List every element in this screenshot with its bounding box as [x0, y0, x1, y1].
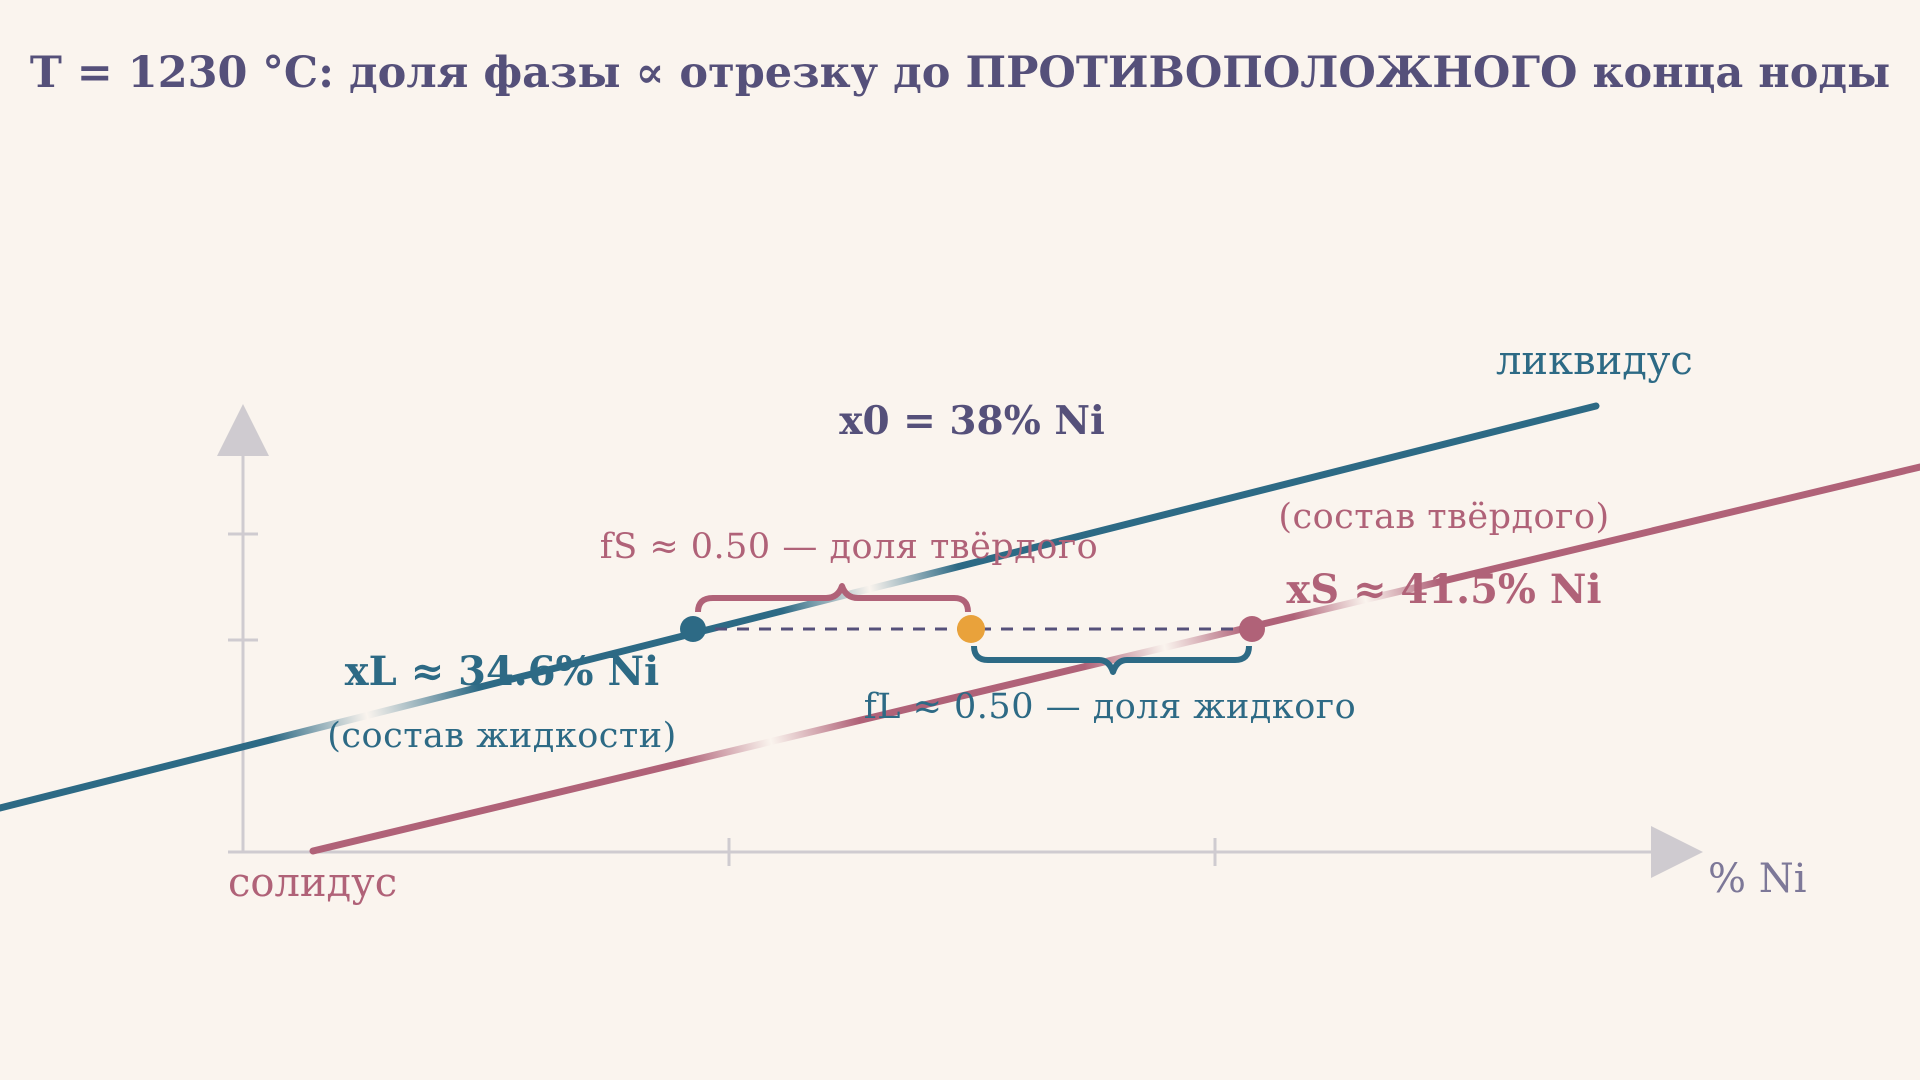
- solid-composition-point: [1239, 616, 1265, 642]
- liquid-composition-point: [680, 616, 706, 642]
- solid-composition-note: (состав твёрдого): [1278, 497, 1609, 537]
- solid-fraction-label: fS ≈ 0.50 — доля твёрдого: [600, 527, 1098, 567]
- liquid-composition-label: xL ≈ 34.6% Ni: [345, 648, 659, 695]
- solidus-label: солидус: [228, 860, 397, 906]
- liquid-composition-note: (состав жидкости): [327, 716, 676, 756]
- x-axis-arrow-icon: [1651, 826, 1703, 878]
- overall-composition-point: [957, 615, 985, 643]
- liquidus-line: [0, 402, 1600, 812]
- liquid-fraction-brace: [971, 645, 1252, 675]
- solid-composition-label: xS ≈ 41.5% Ni: [1286, 566, 1601, 613]
- x-axis-label: % Ni: [1708, 856, 1807, 902]
- liquidus-label: ликвидус: [1496, 338, 1693, 384]
- liquid-fraction-label: fL ≈ 0.50 — доля жидкого: [864, 687, 1356, 727]
- diagram-title: T = 1230 °C: доля фазы ∝ отрезку до ПРОТ…: [30, 48, 1890, 98]
- solid-fraction-brace: [695, 583, 971, 613]
- overall-composition-label: x0 = 38% Ni: [839, 398, 1105, 444]
- y-axis-arrow-icon: [217, 404, 269, 456]
- axes: % Ni: [217, 404, 1807, 902]
- solidus-line: [309, 463, 1920, 855]
